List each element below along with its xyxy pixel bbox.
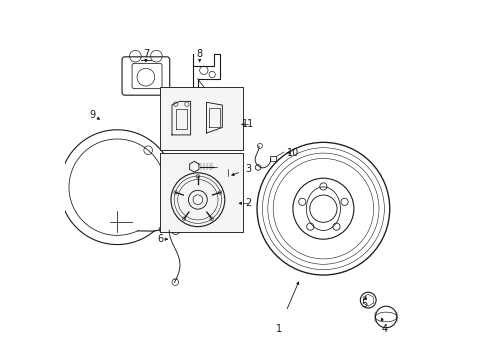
Text: 10: 10	[286, 148, 299, 158]
Text: 7: 7	[142, 49, 149, 59]
Text: 5: 5	[361, 299, 367, 309]
Circle shape	[172, 279, 178, 285]
Bar	[269, 156, 276, 161]
Text: 9: 9	[89, 111, 95, 121]
Bar	[160, 153, 242, 232]
Text: 1: 1	[275, 324, 281, 334]
Bar	[160, 87, 242, 149]
Text: 11: 11	[242, 120, 254, 129]
Text: 6: 6	[157, 234, 163, 244]
FancyBboxPatch shape	[132, 63, 162, 89]
Text: 4: 4	[381, 324, 386, 334]
Text: 8: 8	[196, 49, 203, 59]
Text: 3: 3	[244, 164, 251, 174]
Text: 2: 2	[244, 198, 251, 208]
